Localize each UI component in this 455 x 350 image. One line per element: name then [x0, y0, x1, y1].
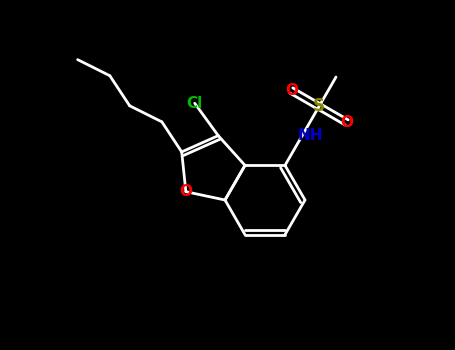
Text: Cl: Cl	[187, 96, 203, 111]
Text: O: O	[285, 83, 298, 98]
Text: S: S	[313, 97, 325, 116]
Text: O: O	[179, 184, 192, 199]
Text: O: O	[340, 115, 353, 130]
Text: NH: NH	[297, 128, 323, 143]
